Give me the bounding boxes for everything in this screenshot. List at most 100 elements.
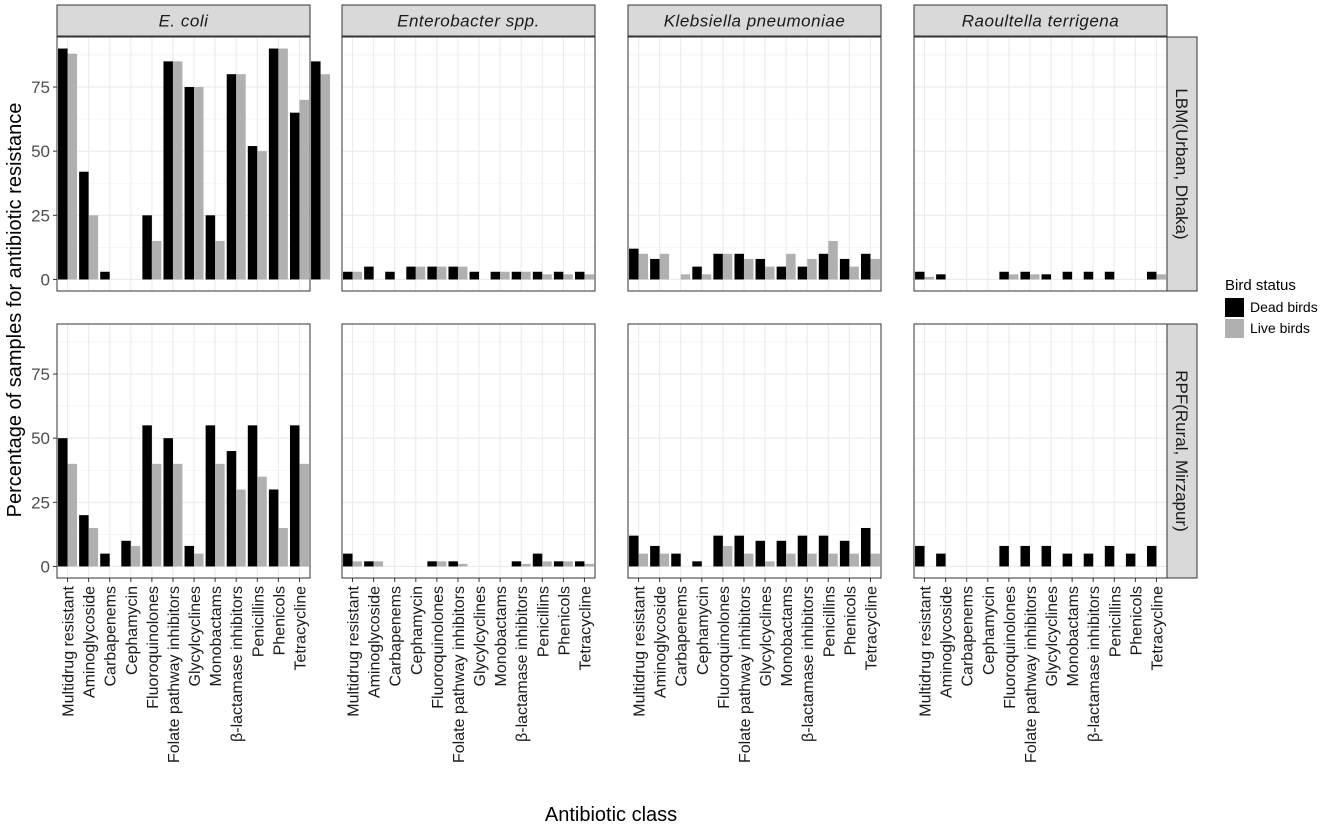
- bar-live-birds-aminoglycoside: [659, 253, 670, 280]
- bar-live-birds-fluoroquinolones: [722, 253, 733, 280]
- bar-live-birds-monobactams: [786, 253, 796, 280]
- bar-dead-birds-fluoroquinolones: [713, 253, 723, 280]
- bar-live-birds-phenicols: [278, 48, 288, 280]
- bar-live-birds-tetracycline: [584, 563, 594, 567]
- bar-dead-birds-lactamase-inhibitors: [511, 561, 522, 567]
- panel-border: [56, 36, 311, 292]
- bar-live-birds-multidrug-resistant: [924, 276, 935, 280]
- bar-dead-birds-multidrug-resistant: [629, 248, 639, 280]
- bar-dead-birds-cephamycin: [692, 561, 702, 567]
- x-tick-label-penicillins: Penicillins: [821, 586, 838, 657]
- bar-live-birds-tetracycline: [584, 274, 594, 280]
- bar-dead-birds-fluoroquinolones: [142, 425, 152, 567]
- panel-border: [56, 323, 311, 579]
- facet-label-raoultella-terrigena: Raoultella terrigena: [962, 12, 1119, 31]
- bar-live-birds-folate-pathway-inhibitors: [457, 563, 468, 567]
- bar-dead-birds-monobactams: [776, 540, 787, 567]
- bar-live-birds-folate-pathway-inhibitors: [743, 258, 754, 280]
- bar-dead-birds-fluoroquinolones: [142, 215, 152, 280]
- x-tick-label-glycylcyclines: Glycylcyclines: [472, 586, 489, 686]
- bar-dead-birds-folate-pathway-inhibitors: [1020, 545, 1030, 567]
- panel-background: [628, 37, 881, 291]
- x-tick-label-cephamycin: Cephamycin: [409, 586, 426, 675]
- bar-live-birds-phenicols: [849, 553, 859, 567]
- panel-background: [57, 37, 310, 291]
- x-tick-label-lactamase-inhibitors: β-lactamase inhibitors: [800, 586, 817, 742]
- bar-live-birds-aminoglycoside: [373, 561, 384, 567]
- panel-background: [914, 37, 1167, 291]
- panel-0-1: [341, 36, 596, 292]
- bar-dead-birds-aminoglycoside: [79, 515, 89, 567]
- bar-live-birds-phenicols: [563, 274, 573, 280]
- panel-border: [341, 323, 596, 579]
- facet-strip-column: [913, 4, 1168, 37]
- bar-dead-birds-aminoglycoside: [650, 545, 660, 567]
- bar-dead-birds-multidrug-resistant: [915, 271, 925, 280]
- bar-live-birds-cephamycin: [130, 545, 141, 567]
- x-tick-label-monobactams: Monobactams: [779, 586, 796, 687]
- bar-dead-birds-lactamase-inhibitors: [797, 535, 808, 567]
- bar-live-birds-tetracycline: [870, 553, 880, 567]
- y-tick-label: 50: [31, 429, 50, 448]
- bar-dead-birds-folate-pathway-inhibitors: [163, 61, 173, 280]
- legend-label-dead-birds: Dead birds: [1250, 299, 1318, 315]
- bar-live-birds-phenicols: [278, 527, 288, 567]
- bar-dead-birds-undefined: [311, 61, 321, 280]
- x-tick-label-carbapenems: Carbapenems: [674, 586, 691, 687]
- x-tick-label-tetracycline: Tetracycline: [577, 586, 594, 671]
- bar-dead-birds-penicillins: [532, 271, 543, 280]
- x-tick-label-carbapenems: Carbapenems: [960, 586, 977, 687]
- bar-dead-birds-phenicols: [268, 48, 279, 280]
- x-tick-label-penicillins: Penicillins: [1107, 586, 1124, 657]
- bar-live-birds-penicillins: [828, 553, 838, 567]
- bar-live-birds-folate-pathway-inhibitors: [172, 61, 183, 280]
- bar-dead-birds-glycylcyclines: [469, 271, 480, 280]
- bar-dead-birds-folate-pathway-inhibitors: [734, 535, 744, 567]
- x-tick-label-folate-pathway-inhibitors: Folate pathway inhibitors: [1023, 586, 1040, 763]
- bar-dead-birds-phenicols: [553, 561, 564, 567]
- bar-dead-birds-aminoglycoside: [364, 266, 374, 280]
- bar-live-birds-folate-pathway-inhibitors: [1029, 274, 1040, 280]
- bar-live-birds-cephamycin: [701, 274, 712, 280]
- y-tick-label: 0: [41, 270, 50, 289]
- bar-live-birds-multidrug-resistant: [638, 253, 649, 280]
- bar-live-birds-tetracycline: [299, 463, 309, 567]
- bar-live-birds-glycylcyclines: [194, 553, 204, 567]
- x-tick-label-phenicols: Phenicols: [842, 586, 859, 655]
- bar-dead-birds-fluoroquinolones: [999, 271, 1009, 280]
- bar-dead-birds-glycylcyclines: [184, 545, 195, 567]
- x-tick-label-glycylcyclines: Glycylcyclines: [758, 586, 775, 686]
- bar-dead-birds-glycylcyclines: [184, 87, 195, 280]
- panel-0-2: [627, 36, 882, 292]
- bar-live-birds-aminoglycoside: [88, 215, 99, 280]
- bar-dead-birds-tetracycline: [289, 112, 300, 280]
- panel-0-3: [913, 36, 1168, 292]
- legend-key-live-birds: [1225, 319, 1244, 338]
- bar-dead-birds-penicillins: [818, 253, 829, 280]
- x-tick-label-folate-pathway-inhibitors: Folate pathway inhibitors: [737, 586, 754, 763]
- bar-dead-birds-aminoglycoside: [936, 274, 946, 280]
- x-tick-label-lactamase-inhibitors: β-lactamase inhibitors: [1086, 586, 1103, 742]
- bar-dead-birds-carbapenems: [671, 553, 681, 567]
- bar-dead-birds-monobactams: [1062, 271, 1073, 280]
- x-tick-label-phenicols: Phenicols: [271, 586, 288, 655]
- bar-live-birds-lactamase-inhibitors: [807, 258, 817, 280]
- y-tick-label: 50: [31, 142, 50, 161]
- bar-live-birds-folate-pathway-inhibitors: [743, 553, 754, 567]
- panel-border: [627, 323, 882, 579]
- x-tick-label-phenicols: Phenicols: [1128, 586, 1145, 655]
- bar-dead-birds-phenicols: [268, 489, 279, 567]
- bar-live-birds-monobactams: [215, 240, 225, 280]
- bar-live-birds-tetracycline: [1156, 274, 1166, 280]
- x-tick-label-monobactams: Monobactams: [1065, 586, 1082, 687]
- facet-label-lbm-urban-dhaka: LBM(Urban, Dhaka): [1172, 88, 1191, 239]
- bar-dead-birds-glycylcyclines: [1041, 545, 1052, 567]
- facet-label-klebsiella-pneumoniae: Klebsiella pneumoniae: [664, 12, 846, 31]
- x-tick-label-fluoroquinolones: Fluoroquinolones: [716, 586, 733, 709]
- x-tick-label-tetracycline: Tetracycline: [292, 586, 309, 671]
- bar-live-birds-lactamase-inhibitors: [236, 74, 246, 280]
- x-tick-label-glycylcyclines: Glycylcyclines: [1044, 586, 1061, 686]
- bar-dead-birds-aminoglycoside: [79, 171, 89, 280]
- bar-dead-birds-lactamase-inhibitors: [1083, 553, 1094, 567]
